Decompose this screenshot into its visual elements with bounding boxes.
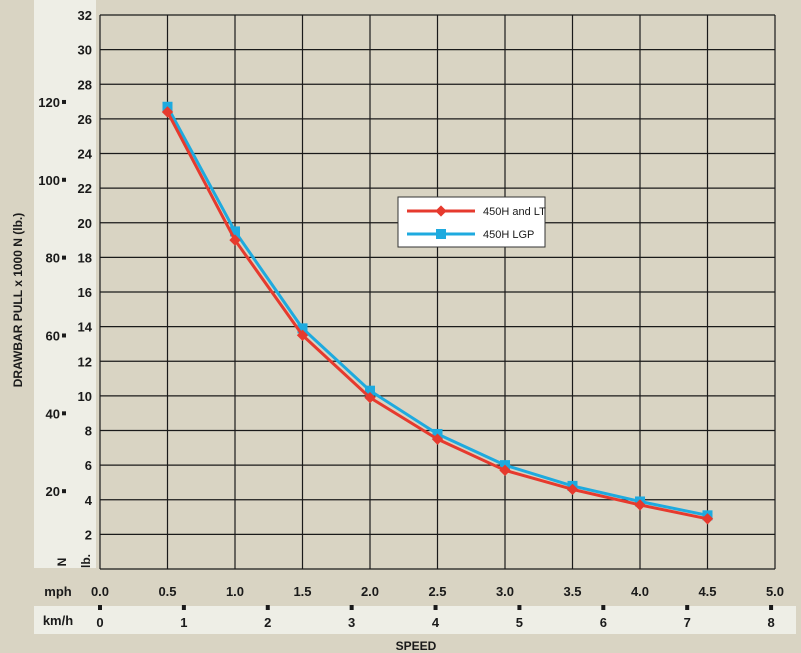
x-tick-label-mph: 4.5 [698,584,716,599]
y-tick-label-lb: 14 [78,320,93,335]
x-tick-label-mph: 0.5 [158,584,176,599]
y-tick-label-n: 80 [46,251,60,266]
x-tick-label-mph: 1.5 [293,584,311,599]
x-tick-mark-kmh [433,605,438,610]
x-tick-label-mph: 5.0 [766,584,784,599]
y-tick-label-n: 120 [38,95,60,110]
series-point-0 [634,499,646,511]
y-axis-band [34,0,96,568]
legend-marker-450h-lt [435,205,447,217]
series-point-0 [229,234,241,246]
y-tick-label-lb: 8 [85,424,92,439]
y-unit-n: N [55,558,69,567]
x-tick-label-mph: 2.0 [361,584,379,599]
x-tick-label-mph: 3.0 [496,584,514,599]
x-tick-mark-kmh [181,605,186,610]
legend-box [397,196,546,248]
y-tick-mark-n [62,411,66,416]
x-tick-mark-kmh [98,605,102,610]
x-tick-label-mph: 0.0 [91,584,109,599]
y-tick-label-lb: 18 [78,250,92,265]
kmh-band [34,606,796,634]
legend-marker-450h-lgp [436,229,446,239]
y-tick-label-n: 20 [46,484,60,499]
series-group [161,101,714,525]
y-tick-label-lb: 10 [78,389,92,404]
series-point-0 [499,464,511,476]
series-point-0 [364,391,376,404]
y-tick-label-lb: 32 [78,8,92,23]
x-tick-label-kmh: 3 [348,615,355,630]
x-tick-mark-kmh [517,605,522,610]
legend-label-450h-lt: 450H and LT [483,206,546,218]
x-tick-mark-kmh [769,605,774,610]
series-point-1 [230,226,240,237]
x-tick-label-kmh: 8 [767,615,774,630]
x-tick-mark-kmh [601,605,606,610]
series-point-0 [701,513,714,525]
y-tick-label-lb: 6 [85,458,92,473]
y-tick-mark-n [62,99,66,104]
tick-labels: 2468101214161820222426283032204060801001… [38,8,784,630]
x-axis-title: SPEED [396,639,437,653]
x-tick-mark-kmh [265,605,270,610]
y-tick-label-lb: 24 [78,147,93,162]
x-tick-label-mph: 3.5 [563,584,581,599]
legend: 450H and LT 450H LGP [397,196,546,248]
x-tick-label-kmh: 0 [96,615,103,630]
x-tick-mark-kmh [685,605,690,610]
y-tick-label-lb: 2 [85,527,92,542]
x-tick-label-mph: 2.5 [428,584,446,599]
x-tick-label-kmh: 4 [432,615,440,630]
series-point-1 [365,385,375,396]
y-tick-label-lb: 20 [78,216,92,231]
x-tick-mark-kmh [349,605,354,610]
y-tick-label-n: 40 [46,406,60,421]
legend-label-450h-lgp: 450H LGP [483,229,534,241]
y-tick-label-lb: 28 [78,77,92,92]
y-tick-label-lb: 12 [78,354,92,369]
x-unit-kmh: km/h [43,613,73,628]
y-axis-title: DRAWBAR PULL x 1000 N (lb.) [11,213,25,387]
x-tick-label-kmh: 2 [264,615,271,630]
series-point-0 [431,433,444,445]
y-tick-mark-n [62,489,66,494]
series-point-1 [297,323,308,334]
x-unit-mph: mph [44,584,72,599]
x-tick-label-mph: 4.0 [631,584,649,599]
y-tick-label-lb: 4 [85,493,93,508]
x-tick-label-kmh: 5 [516,615,523,630]
y-tick-label-n: 100 [38,173,60,188]
y-tick-label-n: 60 [46,328,60,343]
y-tick-mark-n [62,255,66,260]
y-tick-mark-n [62,333,66,338]
x-tick-label-kmh: 6 [600,615,607,630]
y-tick-mark-n [62,177,66,182]
grid [99,14,776,570]
x-tick-label-kmh: 7 [684,615,691,630]
series-point-0 [566,483,579,496]
y-tick-label-lb: 22 [78,181,92,196]
y-unit-lb: lb. [79,554,93,568]
y-tick-label-lb: 26 [78,112,92,127]
y-tick-label-lb: 30 [78,43,92,58]
series-point-0 [296,329,309,341]
x-tick-label-kmh: 1 [180,615,187,630]
y-tick-label-lb: 16 [78,285,92,300]
x-tick-label-mph: 1.0 [226,584,244,599]
